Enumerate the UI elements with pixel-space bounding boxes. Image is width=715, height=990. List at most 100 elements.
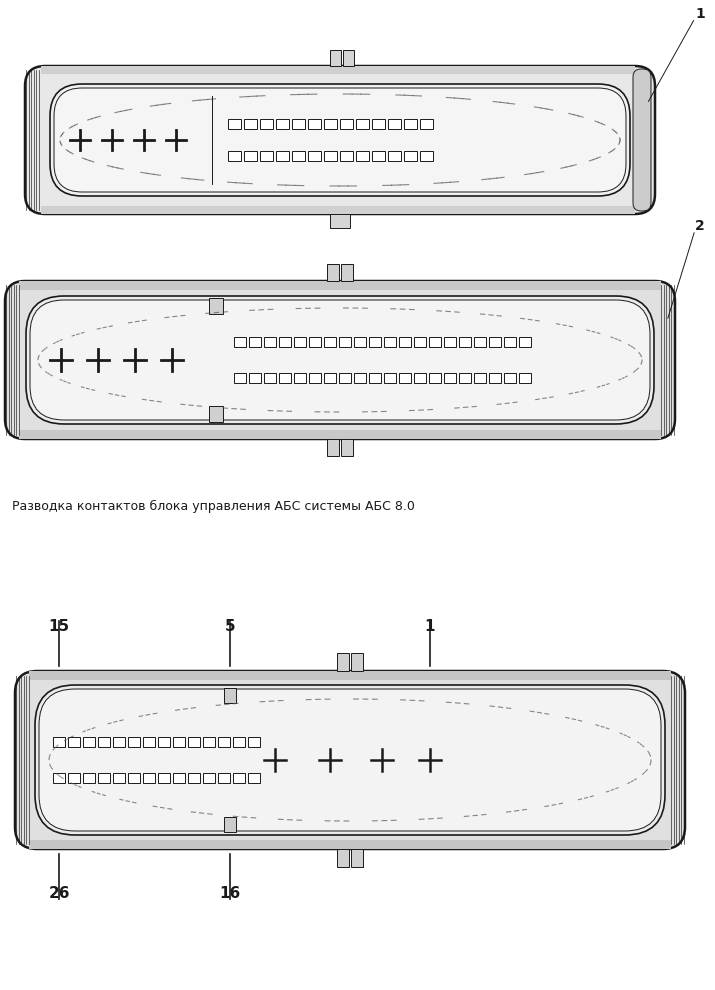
Bar [372, 151, 385, 161]
Bar [41, 206, 635, 214]
Bar [404, 151, 417, 161]
Bar [224, 817, 236, 832]
Bar [414, 373, 426, 383]
Bar [173, 737, 185, 747]
Bar [53, 737, 65, 747]
Bar [369, 337, 381, 347]
Bar [339, 373, 351, 383]
FancyBboxPatch shape [633, 69, 651, 211]
Bar [330, 50, 341, 66]
Bar [420, 119, 433, 129]
Bar [53, 773, 65, 783]
Text: 2: 2 [695, 219, 705, 233]
Bar [341, 264, 353, 281]
Bar [143, 773, 155, 783]
Bar [224, 688, 236, 703]
Bar [209, 406, 223, 422]
Bar [249, 373, 261, 383]
Bar [276, 151, 289, 161]
Bar [68, 773, 80, 783]
Bar [504, 373, 516, 383]
Bar [233, 737, 245, 747]
Bar [354, 373, 366, 383]
Bar [337, 653, 349, 671]
Bar [351, 653, 363, 671]
FancyBboxPatch shape [26, 296, 654, 424]
Bar [399, 373, 411, 383]
Bar [519, 337, 531, 347]
Bar [384, 337, 396, 347]
Bar [399, 337, 411, 347]
Text: 5: 5 [225, 619, 235, 634]
Bar [41, 66, 635, 74]
Bar [404, 119, 417, 129]
Bar [234, 337, 246, 347]
Bar [276, 119, 289, 129]
Bar [351, 849, 363, 867]
FancyBboxPatch shape [54, 88, 626, 192]
Bar [234, 373, 246, 383]
Bar [414, 337, 426, 347]
FancyBboxPatch shape [39, 689, 661, 831]
Bar [324, 337, 336, 347]
Bar [244, 119, 257, 129]
Bar [128, 737, 140, 747]
Bar [244, 151, 257, 161]
Bar [248, 773, 260, 783]
Bar [459, 373, 471, 383]
Bar [68, 737, 80, 747]
Bar [294, 337, 306, 347]
Bar [504, 337, 516, 347]
Bar [356, 119, 369, 129]
Bar [233, 773, 245, 783]
Bar [330, 214, 350, 228]
Bar [324, 373, 336, 383]
Text: 1: 1 [425, 619, 435, 634]
Bar [308, 119, 321, 129]
Bar [474, 373, 486, 383]
Bar [209, 298, 223, 314]
Bar [354, 337, 366, 347]
Bar [384, 373, 396, 383]
Bar [337, 849, 349, 867]
FancyBboxPatch shape [25, 66, 655, 214]
Bar [372, 119, 385, 129]
Bar [29, 671, 671, 680]
Bar [474, 337, 486, 347]
Bar [294, 373, 306, 383]
Bar [158, 737, 170, 747]
Bar [309, 337, 321, 347]
Bar [128, 773, 140, 783]
Bar [279, 337, 291, 347]
Bar [260, 119, 273, 129]
Bar [260, 151, 273, 161]
Bar [279, 373, 291, 383]
Bar [188, 737, 200, 747]
Bar [444, 337, 456, 347]
Bar [292, 119, 305, 129]
Bar [388, 151, 401, 161]
Bar [340, 151, 353, 161]
Bar [228, 151, 241, 161]
Bar [429, 373, 441, 383]
Bar [327, 264, 339, 281]
Bar [489, 337, 501, 347]
Bar [264, 373, 276, 383]
Bar [19, 281, 661, 290]
Bar [173, 773, 185, 783]
Bar [203, 773, 215, 783]
Bar [343, 50, 354, 66]
Bar [429, 337, 441, 347]
Bar [83, 737, 95, 747]
Bar [459, 337, 471, 347]
Bar [29, 840, 671, 849]
Bar [420, 151, 433, 161]
Bar [19, 430, 661, 439]
Text: Разводка контактов блока управления АБС системы АБС 8.0: Разводка контактов блока управления АБС … [12, 500, 415, 513]
Bar [327, 439, 339, 456]
Bar [218, 737, 230, 747]
Bar [218, 773, 230, 783]
Bar [249, 337, 261, 347]
Text: 15: 15 [49, 619, 69, 634]
FancyBboxPatch shape [5, 281, 675, 439]
